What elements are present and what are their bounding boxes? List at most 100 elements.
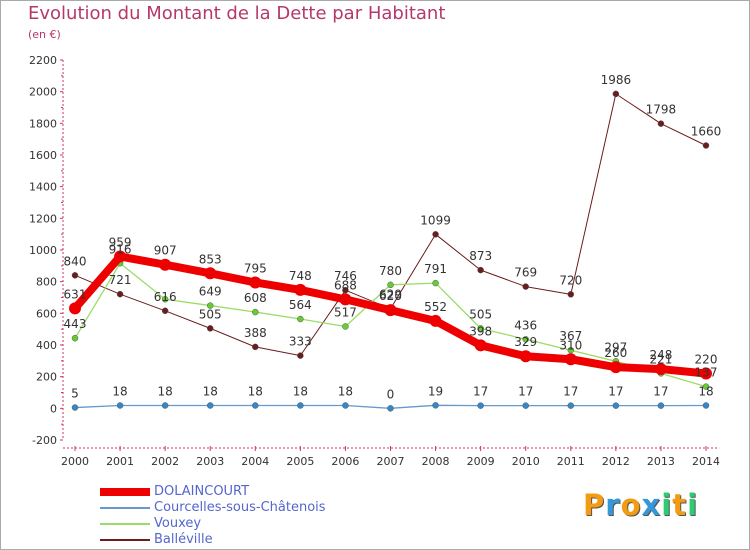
- data-label-courcelles-sous-chatenois: 17: [563, 385, 578, 399]
- data-point-courcelles-sous-chatenois: [116, 402, 124, 409]
- data-point-vouxey: [432, 279, 439, 287]
- data-point-courcelles-sous-chatenois: [477, 402, 484, 409]
- data-label-dolaincourt: 853: [199, 252, 222, 266]
- legend-item: DOLAINCOURT: [100, 484, 420, 500]
- x-tick-label: 2001: [106, 455, 134, 468]
- data-label-balleville: 1099: [420, 213, 451, 227]
- data-point-courcelles-sous-chatenois: [702, 402, 710, 409]
- data-point-balleville: [477, 266, 484, 274]
- data-label-balleville: 388: [244, 326, 267, 340]
- data-label-balleville: 720: [559, 273, 582, 287]
- data-point-dolaincourt: [609, 361, 622, 374]
- y-tick-label: 600: [36, 307, 57, 320]
- x-tick-label: 2006: [331, 455, 359, 468]
- data-label-vouxey: 297: [604, 340, 627, 354]
- data-label-dolaincourt: 260: [604, 346, 627, 360]
- data-label-courcelles-sous-chatenois: 17: [653, 385, 668, 399]
- data-point-dolaincourt: [204, 267, 217, 280]
- legend-swatch: [100, 488, 150, 496]
- data-point-dolaincourt: [159, 258, 172, 271]
- data-point-vouxey: [297, 315, 304, 323]
- data-label-dolaincourt: 220: [695, 353, 718, 367]
- legend-label: Courcelles-sous-Châtenois: [154, 500, 326, 515]
- data-label-vouxey: 436: [514, 318, 537, 332]
- data-label-vouxey: 649: [199, 285, 222, 299]
- data-point-balleville: [116, 290, 124, 298]
- data-label-balleville: 873: [469, 249, 492, 263]
- line-chart: -200 0 200 400 600 800 1000 1200 1400 1600 1800 200…: [29, 54, 721, 468]
- data-point-dolaincourt: [519, 350, 532, 363]
- data-label-dolaincourt: 310: [559, 338, 582, 352]
- x-tick-label: 2004: [241, 455, 269, 468]
- data-label-vouxey: 780: [379, 264, 402, 278]
- data-label-courcelles-sous-chatenois: 18: [158, 384, 173, 398]
- data-label-balleville: 769: [514, 266, 537, 280]
- data-point-balleville: [297, 352, 304, 359]
- data-point-courcelles-sous-chatenois: [342, 402, 349, 409]
- data-label-vouxey: 505: [469, 307, 492, 321]
- data-point-courcelles-sous-chatenois: [71, 404, 79, 411]
- data-point-courcelles-sous-chatenois: [297, 402, 304, 409]
- legend-swatch: [100, 523, 150, 525]
- data-label-balleville: 721: [109, 273, 132, 287]
- data-point-balleville: [522, 283, 529, 290]
- legend-label: Balléville: [154, 532, 213, 547]
- data-label-dolaincourt: 631: [64, 287, 87, 301]
- x-tick-label: 2013: [647, 455, 675, 468]
- data-point-balleville: [342, 286, 349, 294]
- x-tick-label: 2003: [196, 455, 224, 468]
- y-tick-label: 1800: [29, 117, 57, 130]
- legend-item: Vouxey: [100, 516, 420, 532]
- data-point-dolaincourt: [654, 363, 667, 376]
- data-point-courcelles-sous-chatenois: [612, 402, 620, 409]
- x-tick-label: 2011: [557, 455, 585, 468]
- x-tick-label: 2009: [467, 455, 495, 468]
- y-tick-label: 1600: [29, 149, 57, 162]
- data-point-balleville: [567, 291, 575, 298]
- data-point-vouxey: [702, 383, 710, 390]
- data-point-balleville: [206, 325, 214, 332]
- legend-item: Courcelles-sous-Châtenois: [100, 500, 420, 516]
- data-label-courcelles-sous-chatenois: 5: [71, 387, 79, 401]
- data-point-dolaincourt: [474, 339, 487, 352]
- data-label-dolaincourt: 907: [154, 244, 177, 258]
- data-label-dolaincourt: 795: [244, 261, 267, 275]
- data-label-balleville: 746: [334, 269, 357, 283]
- data-point-courcelles-sous-chatenois: [161, 402, 169, 409]
- series-line-balleville: [74, 93, 707, 357]
- data-point-dolaincourt: [294, 283, 307, 296]
- data-point-vouxey: [252, 308, 259, 316]
- legend-label: Vouxey: [154, 516, 202, 531]
- chart-subtitle: (en €): [28, 28, 61, 41]
- data-point-courcelles-sous-chatenois: [432, 402, 439, 409]
- data-point-vouxey: [477, 325, 484, 332]
- data-point-vouxey: [161, 295, 169, 303]
- legend-swatch: [100, 539, 150, 541]
- data-point-balleville: [252, 343, 259, 351]
- logo-letter: x: [641, 488, 662, 522]
- data-label-courcelles-sous-chatenois: 0: [387, 387, 395, 401]
- data-point-vouxey: [567, 346, 575, 354]
- data-point-balleville: [657, 120, 665, 127]
- data-label-balleville: 333: [289, 335, 312, 349]
- data-label-dolaincourt: 248: [649, 348, 672, 362]
- x-tick-label: 2010: [512, 455, 540, 468]
- x-tick-label: 2005: [286, 455, 314, 468]
- data-label-courcelles-sous-chatenois: 17: [473, 385, 488, 399]
- data-label-courcelles-sous-chatenois: 18: [203, 384, 218, 398]
- legend-label: DOLAINCOURT: [154, 484, 250, 499]
- data-label-vouxey: 564: [289, 298, 312, 312]
- y-tick-label: 0: [50, 402, 57, 415]
- x-tick-label: 2002: [151, 455, 179, 468]
- data-label-vouxey: 791: [424, 262, 447, 276]
- data-label-dolaincourt: 552: [424, 300, 447, 314]
- data-point-balleville: [432, 231, 439, 238]
- y-tick-label: 200: [36, 371, 57, 384]
- data-label-courcelles-sous-chatenois: 19: [428, 384, 443, 398]
- data-point-dolaincourt: [384, 304, 397, 317]
- x-tick-label: 2007: [377, 455, 405, 468]
- data-label-courcelles-sous-chatenois: 18: [112, 384, 127, 398]
- y-tick-label: 1000: [29, 244, 57, 257]
- data-point-vouxey: [342, 323, 349, 330]
